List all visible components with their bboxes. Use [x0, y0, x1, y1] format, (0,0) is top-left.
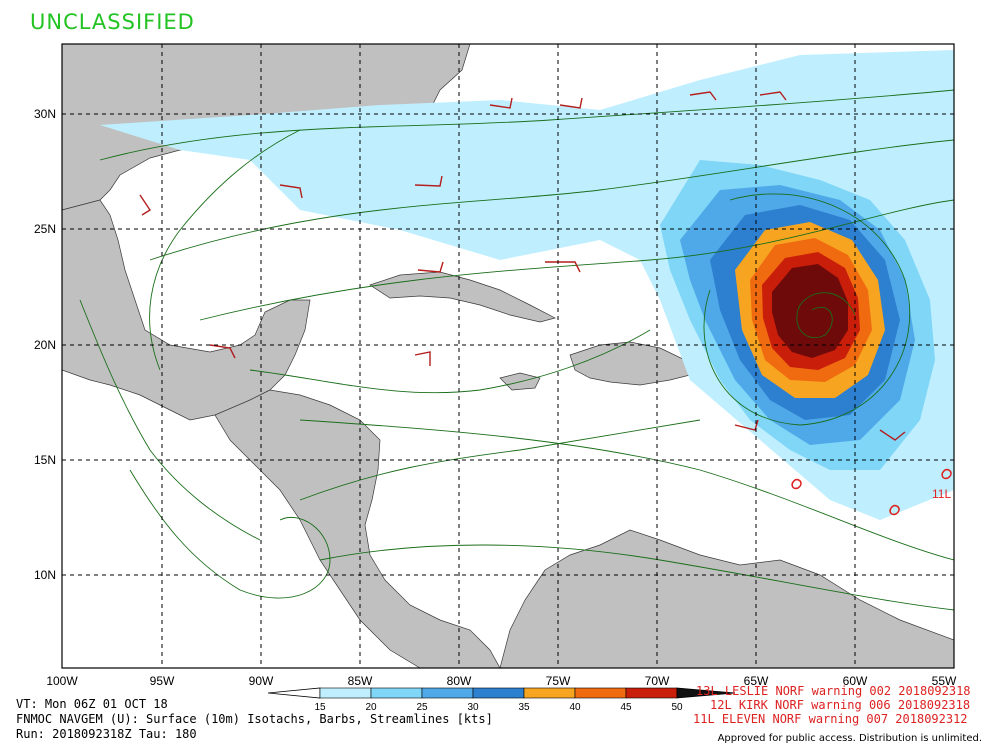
lon-label: 95W [150, 674, 175, 688]
wind-barbs [139, 91, 906, 441]
colorbar [267, 687, 736, 699]
streamline [149, 129, 301, 371]
land-south-america [499, 529, 954, 668]
lat-label: 20N [34, 338, 56, 352]
streamlines [79, 89, 954, 611]
streamline [703, 193, 911, 426]
lon-label: 55W [932, 674, 957, 688]
lat-label: 10N [34, 568, 56, 582]
wind-barb [414, 351, 431, 366]
colorbar-tick: 15 [314, 702, 326, 713]
lon-label: 60W [843, 674, 868, 688]
colorbar-tick: 50 [671, 702, 683, 713]
lon-label: 75W [546, 674, 571, 688]
streamline [299, 419, 954, 561]
wind-barb [414, 175, 443, 187]
colorbar-tick: 40 [569, 702, 581, 713]
streamline [319, 544, 954, 611]
wind-barb [139, 194, 151, 216]
storm-warning: 13L LESLIE NORF warning 002 2018092318 [696, 684, 971, 698]
colorbar-tick: 30 [467, 702, 479, 713]
colorbar-tick: 25 [416, 702, 428, 713]
classification-banner: UNCLASSIFIED [30, 10, 195, 34]
streamline [796, 292, 856, 339]
lon-label: 80W [447, 674, 472, 688]
storm-warning: 12L KIRK NORF warning 006 2018092318 [710, 698, 971, 712]
colorbar-ticks: 15 20 25 30 35 40 45 50 [314, 702, 683, 713]
land-cuba [369, 271, 556, 323]
map-border [61, 43, 955, 669]
lon-label: 100W [46, 674, 78, 688]
isotach-50 [772, 264, 848, 358]
graticule [62, 44, 954, 668]
colorbar-swatch [421, 687, 474, 699]
wind-barb [559, 97, 583, 109]
storm-symbol [941, 468, 952, 480]
wind-barb [489, 97, 513, 109]
wind-barb [759, 91, 787, 101]
lat-label: 15N [34, 453, 56, 467]
streamline [79, 299, 261, 541]
colorbar-swatch [370, 687, 423, 699]
storm-warning: 11L ELEVEN NORF warning 007 2018092312 [693, 712, 968, 726]
colorbar-swatch [319, 687, 372, 699]
wind-barb [689, 91, 717, 101]
footer-valid-time: VT: Mon 06Z 01 OCT 18 [16, 697, 168, 711]
storm-symbols [791, 468, 952, 516]
footer-run: Run: 2018092318Z Tau: 180 [16, 727, 197, 741]
lon-labels: 100W 95W 90W 85W 80W 75W 70W 65W 60W 55W [46, 674, 957, 688]
lon-label: 85W [348, 674, 373, 688]
lat-label: 25N [34, 222, 56, 236]
footer-product: FNMOC NAVGEM (U): Surface (10m) Isotachs… [16, 712, 493, 726]
colorbar-swatch [574, 687, 627, 699]
storm-tag-11l: 11L [932, 487, 951, 501]
wind-barb [417, 261, 444, 273]
colorbar-swatch [472, 687, 525, 699]
colorbar-tick: 45 [620, 702, 632, 713]
lat-labels: 30N 25N 20N 15N 10N [34, 107, 56, 582]
lat-label: 30N [34, 107, 56, 121]
isotach-shading [100, 50, 954, 520]
land-hispaniola [569, 341, 691, 386]
colorbar-swatch [523, 687, 576, 699]
streamline [299, 419, 701, 501]
storm-symbol [791, 478, 802, 490]
lon-label: 70W [645, 674, 670, 688]
colorbar-tick: 35 [518, 702, 530, 713]
streamline [249, 329, 651, 394]
colorbar-high-arrow [676, 687, 736, 699]
streamline [129, 469, 331, 599]
streamline [149, 139, 954, 261]
colorbar-tick: 20 [365, 702, 377, 713]
streamline [99, 89, 954, 161]
wind-barb [879, 429, 906, 441]
lon-label: 65W [744, 674, 769, 688]
colorbar-low-arrow [267, 687, 321, 699]
wind-barb [734, 419, 759, 431]
distribution-statement: Approved for public access. Distribution… [717, 733, 982, 744]
streamline [199, 199, 954, 321]
wind-barb [209, 344, 236, 359]
land-mexico [62, 199, 311, 421]
storm-symbol [889, 504, 900, 516]
wind-barb [279, 184, 303, 199]
colorbar-swatch [625, 687, 678, 699]
lon-label: 90W [249, 674, 274, 688]
wind-barb [545, 261, 581, 273]
